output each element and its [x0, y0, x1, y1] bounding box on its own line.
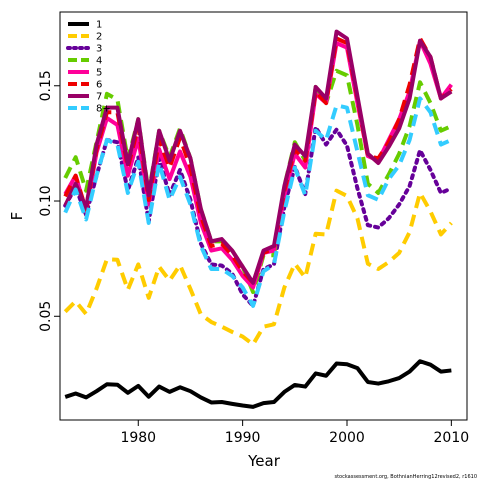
plot-frame [59, 11, 468, 421]
y-tick-label: 0.10 [38, 185, 54, 216]
series-line-8plus [63, 96, 453, 308]
y-axis-title: F [8, 212, 26, 221]
y-axis: 0.05 0.10 0.15 [38, 70, 60, 332]
footnote: stockassessment.org, BothnianHerring12re… [334, 474, 477, 480]
legend-label: 7 [96, 92, 102, 103]
series-layer [63, 29, 454, 409]
legend-label: 1 [96, 20, 102, 31]
x-tick-label: 1990 [225, 430, 261, 446]
legend-label: 6 [96, 80, 102, 91]
x-tick-label: 2000 [329, 430, 365, 446]
y-tick-label: 0.05 [38, 301, 54, 332]
legend-label: 5 [96, 68, 102, 79]
legend-label: 3 [96, 44, 102, 55]
x-tick-label: 2010 [434, 430, 470, 446]
x-axis-title: Year [247, 452, 281, 470]
series-line-7 [63, 29, 453, 285]
legend-label: 8+ [96, 104, 111, 115]
series-line-1 [64, 359, 452, 409]
y-tick-label: 0.15 [38, 70, 54, 101]
legend-label: 4 [96, 56, 102, 67]
legend-label: 2 [96, 32, 102, 43]
series-line-2 [63, 188, 453, 347]
x-axis: 1980 1990 2000 2010 [120, 420, 469, 446]
x-tick-label: 1980 [120, 430, 156, 446]
